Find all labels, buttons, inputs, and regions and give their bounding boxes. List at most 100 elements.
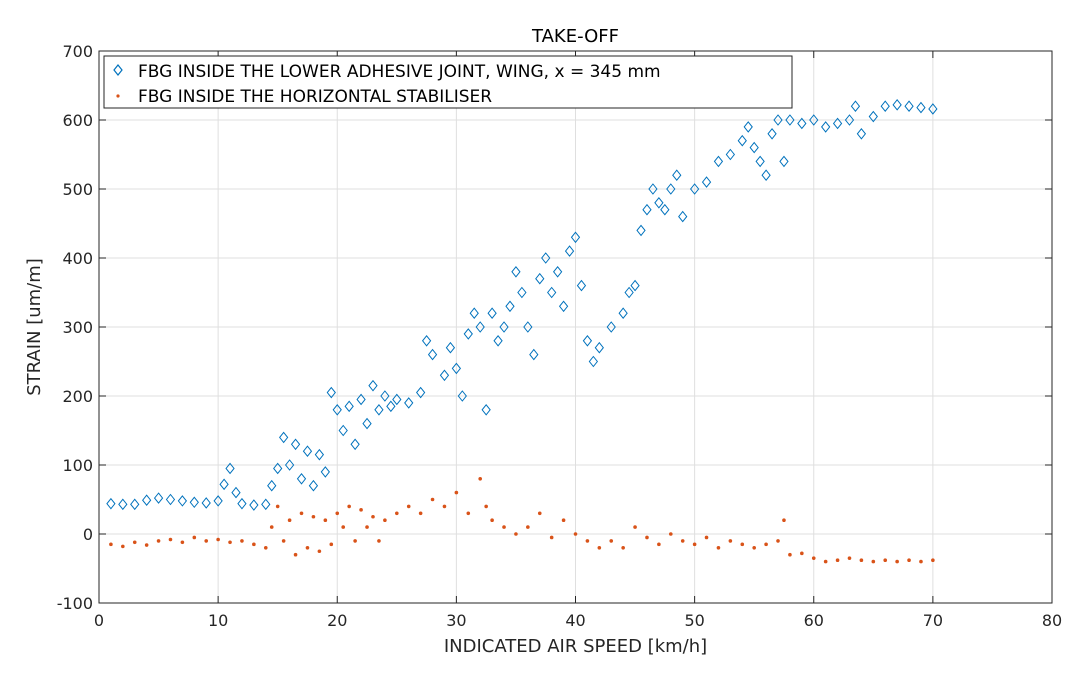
wing-data-point: [529, 348, 539, 361]
wing-data-point: [493, 334, 503, 347]
stabiliser-data-point: [395, 511, 399, 516]
stabiliser-data-point: [168, 537, 173, 542]
wing-data-point: [225, 462, 235, 475]
stabiliser-data-point: [359, 508, 363, 512]
wing-data-point: [755, 155, 765, 168]
stabiliser-data-point: [597, 546, 602, 550]
stabiliser-data-point: [305, 546, 310, 550]
wing-data-point: [153, 492, 164, 504]
wing-data-point: [904, 100, 914, 113]
wing-data-point: [916, 101, 926, 114]
wing-data-point: [374, 403, 384, 416]
wing-data-point: [380, 390, 390, 402]
legend-box: [103, 55, 793, 109]
y-tick-label: 0: [83, 525, 93, 544]
stabiliser-data-point: [269, 525, 274, 529]
stabiliser-data-point: [740, 542, 745, 547]
stabiliser-data-point: [716, 546, 721, 550]
y-tick-label: 400: [62, 249, 93, 268]
wing-data-point: [463, 328, 473, 340]
x-tick-label: 10: [208, 611, 228, 630]
wing-data-point: [118, 498, 128, 511]
stabiliser-data-point: [931, 558, 935, 563]
stabiliser-data-point: [323, 518, 328, 522]
wing-data-point: [427, 348, 438, 361]
stabiliser-data-point: [764, 542, 768, 547]
wing-data-point: [249, 499, 259, 511]
stabiliser-data-point: [776, 539, 780, 543]
y-tick-label: 200: [62, 387, 93, 406]
wing-data-point: [552, 265, 563, 278]
stabiliser-data-point: [526, 525, 530, 529]
stabiliser-data-point: [281, 539, 286, 543]
wing-data-point: [797, 117, 807, 130]
stabiliser-data-point: [895, 559, 899, 564]
wing-data-point: [290, 438, 301, 451]
series-horizontal-stabiliser: [109, 477, 935, 564]
stabiliser-data-point: [132, 540, 137, 545]
wing-data-point: [624, 286, 634, 299]
stabiliser-data-point: [609, 539, 614, 543]
stabiliser-data-point: [216, 537, 220, 542]
stabiliser-data-point: [192, 535, 197, 540]
stabiliser-data-point: [311, 514, 316, 519]
stabiliser-data-point: [728, 539, 733, 543]
wing-data-point: [451, 362, 462, 375]
stabiliser-data-point: [335, 511, 340, 516]
stabiliser-data-point: [371, 514, 375, 519]
wing-data-point: [809, 114, 819, 126]
wing-data-point: [338, 424, 348, 437]
wing-data-point: [487, 307, 497, 320]
wing-data-point: [130, 498, 140, 511]
stabiliser-data-point: [752, 546, 756, 550]
stabiliser-data-point: [561, 518, 566, 522]
stabiliser-data-point: [287, 518, 292, 522]
stabiliser-data-point: [442, 504, 447, 509]
wing-data-point: [314, 448, 325, 461]
stabiliser-data-point: [621, 546, 625, 550]
wing-data-point: [535, 272, 545, 285]
y-tick-label: 700: [62, 42, 93, 61]
wing-data-point: [642, 203, 652, 216]
y-tick-label: 500: [62, 180, 93, 199]
chart-title: TAKE-OFF: [531, 26, 619, 47]
wing-data-point: [332, 403, 342, 416]
stabiliser-data-point: [377, 539, 381, 543]
wing-data-point: [517, 286, 527, 299]
wing-data-point: [284, 459, 295, 471]
wing-data-point: [142, 494, 152, 506]
stabiliser-data-point: [645, 535, 649, 540]
wing-data-point: [326, 386, 336, 399]
x-tick-label: 50: [684, 611, 704, 630]
wing-data-point: [219, 478, 229, 491]
stabiliser-data-point: [383, 518, 387, 522]
x-tick-label: 20: [327, 611, 347, 630]
wing-data-point: [654, 196, 664, 209]
y-tick-label: -100: [57, 594, 93, 613]
wing-data-point: [606, 321, 616, 333]
stabiliser-data-point: [669, 532, 673, 536]
wing-data-point: [832, 117, 843, 130]
legend-dot-marker: [116, 94, 120, 98]
wing-data-point: [636, 224, 646, 237]
wing-data-point: [588, 355, 599, 368]
legend-entry-stabiliser: FBG INSIDE THE HORIZONTAL STABILISER: [138, 87, 492, 107]
wing-data-point: [261, 498, 271, 511]
wing-data-point: [165, 493, 176, 506]
wing-data-point: [475, 321, 485, 333]
wing-data-point: [666, 183, 676, 195]
wing-data-point: [558, 300, 569, 313]
wing-data-point: [594, 341, 604, 354]
stabiliser-data-point: [549, 535, 554, 540]
wing-data-point: [439, 369, 450, 382]
wing-data-point: [761, 169, 771, 182]
wing-data-point: [785, 114, 795, 126]
stabiliser-data-point: [263, 546, 268, 550]
wing-data-point: [368, 379, 378, 392]
stabiliser-data-point: [484, 504, 488, 509]
wing-data-point: [237, 497, 247, 510]
stabiliser-data-point: [823, 559, 828, 564]
x-tick-label: 70: [923, 611, 943, 630]
stabiliser-data-point: [859, 558, 864, 563]
